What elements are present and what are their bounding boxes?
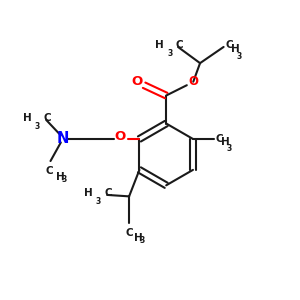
Text: H: H [134, 233, 143, 244]
Text: C: C [104, 188, 112, 198]
Text: H: H [155, 40, 164, 50]
Text: H: H [221, 137, 230, 147]
Text: 3: 3 [61, 175, 66, 184]
Text: O: O [115, 130, 126, 143]
Text: H: H [56, 172, 64, 182]
Text: C: C [43, 113, 51, 123]
Text: C: C [175, 40, 183, 50]
Text: 3: 3 [237, 52, 242, 61]
Text: 3: 3 [226, 144, 232, 153]
Text: O: O [131, 75, 142, 88]
Text: H: H [231, 44, 240, 54]
Text: H: H [23, 113, 32, 123]
Text: 3: 3 [167, 49, 172, 58]
Text: C: C [46, 166, 53, 176]
Text: O: O [188, 75, 198, 88]
Text: H: H [84, 188, 93, 198]
Text: C: C [225, 40, 233, 50]
Text: 3: 3 [96, 197, 101, 206]
Text: 3: 3 [140, 236, 145, 245]
Text: N: N [57, 131, 69, 146]
Text: C: C [125, 228, 133, 238]
Text: 3: 3 [34, 122, 40, 131]
Text: C: C [215, 134, 223, 144]
